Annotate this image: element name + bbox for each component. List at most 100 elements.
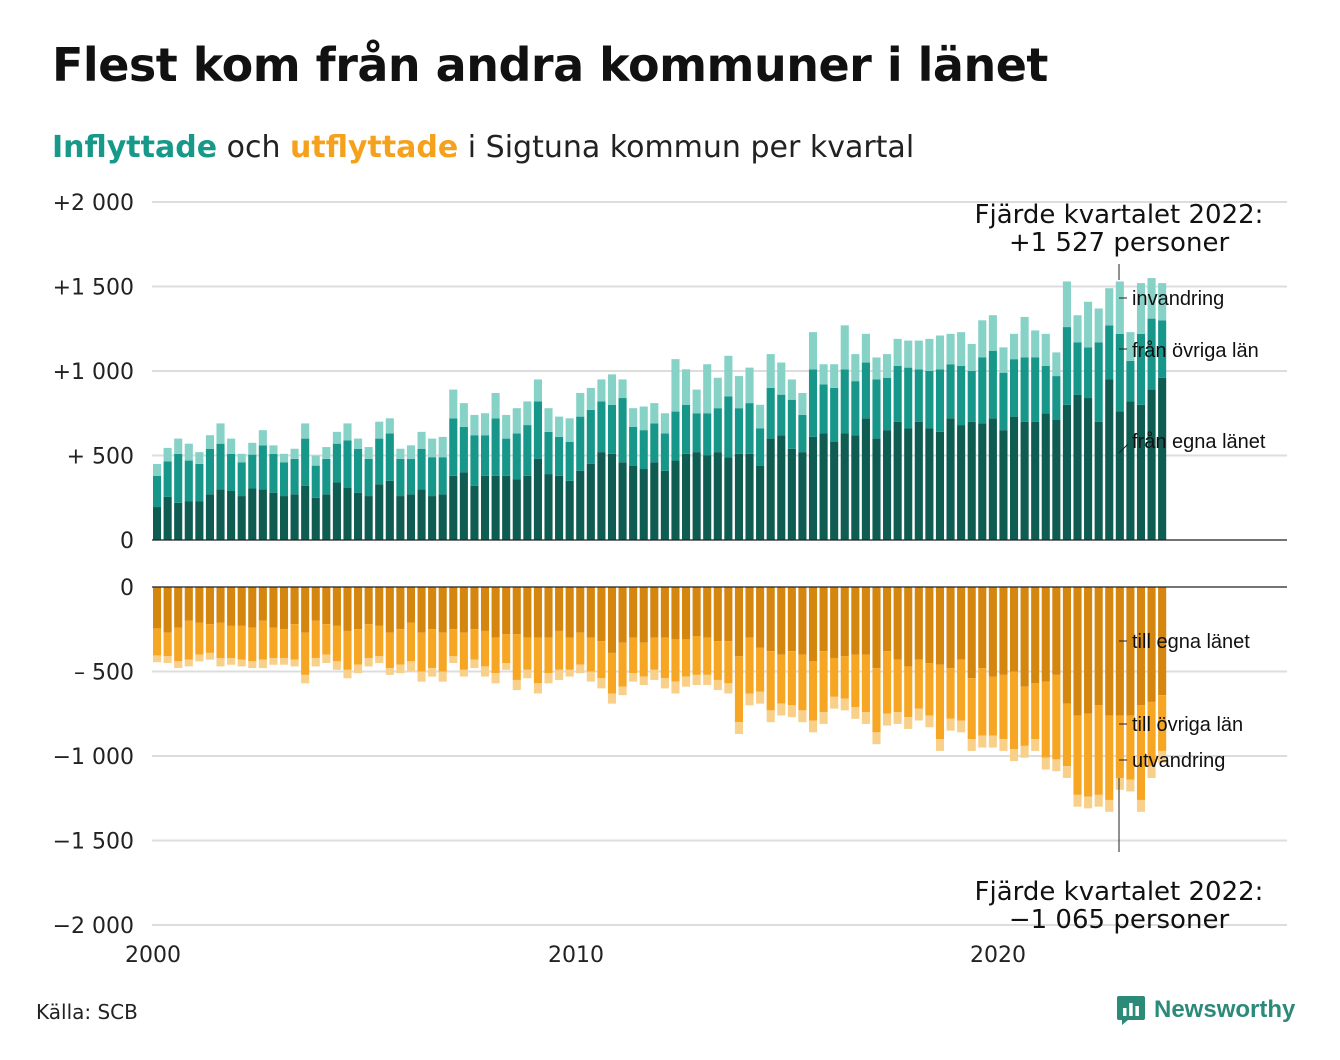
bar-out-utvandring: [1062, 766, 1071, 778]
bar-out-egna-lanet: [301, 587, 310, 633]
bar-out-utvandring: [756, 691, 765, 704]
bar-in-invandring: [533, 379, 542, 402]
bar-in-invandring: [470, 414, 479, 436]
bar-in-invandring: [480, 413, 490, 436]
bar-out-utvandring: [533, 683, 542, 694]
bar-out-egna-lanet: [544, 587, 553, 638]
bar-out-ovriga-lan: [227, 625, 236, 658]
bar-in-egna-lanet: [417, 489, 426, 540]
bar-in-ovriga-lan: [279, 462, 289, 497]
bar-out-utvandring: [184, 659, 193, 667]
bar-out-ovriga-lan: [586, 637, 595, 672]
bar-in-invandring: [597, 379, 606, 402]
bar-out-utvandring: [449, 656, 458, 664]
bar-in-invandring: [904, 340, 913, 368]
bar-in-egna-lanet: [692, 452, 701, 540]
bar-in-egna-lanet: [1073, 394, 1082, 540]
series-label-tick: [1118, 443, 1129, 454]
bar-in-egna-lanet: [660, 470, 669, 540]
bar-in-egna-lanet: [734, 453, 743, 540]
bar-in-ovriga-lan: [565, 441, 574, 481]
bar-out-egna-lanet: [724, 587, 733, 642]
bar-out-utvandring: [332, 661, 341, 670]
bar-in-ovriga-lan: [1126, 360, 1135, 402]
bar-out-ovriga-lan: [470, 629, 479, 660]
bar-out-ovriga-lan: [290, 624, 299, 660]
bar-out-egna-lanet: [364, 587, 373, 625]
bar-out-utvandring: [777, 703, 786, 716]
bar-in-invandring: [269, 445, 278, 454]
bar-out-egna-lanet: [523, 587, 532, 638]
bar-out-egna-lanet: [1041, 587, 1050, 682]
bar-in-ovriga-lan: [639, 430, 648, 470]
bar-in-egna-lanet: [999, 430, 1008, 540]
bar-in-ovriga-lan: [153, 475, 162, 508]
bar-in-invandring: [787, 379, 796, 400]
bar-out-ovriga-lan: [195, 622, 204, 655]
y-tick-label-bottom: −1 000: [53, 745, 134, 770]
bar-in-invandring: [184, 443, 193, 461]
bar-out-utvandring: [914, 708, 923, 721]
bar-out-ovriga-lan: [607, 652, 617, 694]
bar-in-ovriga-lan: [301, 438, 310, 486]
bar-out-utvandring: [428, 668, 437, 677]
bar-in-egna-lanet: [396, 496, 405, 540]
bar-out-egna-lanet: [1094, 587, 1103, 706]
bar-out-egna-lanet: [893, 587, 902, 660]
bar-in-invandring: [883, 354, 892, 378]
bar-out-utvandring: [1158, 750, 1167, 763]
bar-out-utvandring: [787, 705, 796, 718]
bar-out-utvandring: [459, 669, 468, 677]
bar-out-ovriga-lan: [216, 622, 225, 658]
bar-out-utvandring: [1073, 794, 1082, 807]
bar-in-invandring: [428, 438, 437, 458]
bar-out-egna-lanet: [491, 587, 500, 638]
bar-in-invandring: [205, 435, 214, 449]
bar-out-egna-lanet: [174, 587, 183, 628]
bar-in-egna-lanet: [470, 485, 479, 540]
bar-in-invandring: [290, 448, 299, 459]
bar-in-ovriga-lan: [184, 460, 193, 502]
bar-in-invandring: [819, 364, 828, 385]
bar-in-egna-lanet: [1105, 379, 1114, 540]
bar-in-ovriga-lan: [1084, 347, 1093, 399]
bar-in-ovriga-lan: [840, 369, 849, 434]
bar-out-ovriga-lan: [163, 632, 172, 657]
bar-in-ovriga-lan: [978, 357, 987, 424]
bar-out-ovriga-lan: [957, 659, 966, 721]
bar-in-egna-lanet: [565, 480, 574, 540]
bar-out-utvandring: [988, 735, 997, 748]
bar-in-invandring: [703, 364, 712, 414]
bar-out-egna-lanet: [639, 587, 648, 643]
bar-out-utvandring: [861, 712, 870, 724]
bar-in-invandring: [745, 367, 754, 404]
bar-in-egna-lanet: [1084, 398, 1093, 540]
bar-out-ovriga-lan: [893, 659, 902, 713]
bar-out-utvandring: [163, 656, 172, 664]
bar-in-egna-lanet: [682, 453, 691, 540]
bar-out-egna-lanet: [872, 587, 881, 669]
bar-in-ovriga-lan: [428, 457, 437, 497]
bar-out-ovriga-lan: [153, 628, 162, 656]
y-tick-label-top: 0: [120, 529, 134, 554]
bar-out-ovriga-lan: [766, 651, 775, 711]
bar-in-invandring: [1073, 315, 1082, 343]
bar-out-egna-lanet: [978, 587, 987, 669]
bar-out-utvandring: [491, 673, 500, 684]
bar-in-ovriga-lan: [406, 458, 416, 495]
bar-in-invandring: [565, 418, 574, 442]
bar-in-invandring: [332, 431, 341, 444]
bar-in-egna-lanet: [576, 470, 585, 540]
y-tick-label-bottom: −1 500: [53, 830, 134, 855]
bar-out-egna-lanet: [766, 587, 775, 652]
bar-out-utvandring: [1084, 796, 1093, 809]
bar-in-ovriga-lan: [925, 371, 934, 429]
bar-out-egna-lanet: [459, 587, 468, 633]
bar-in-ovriga-lan: [734, 408, 743, 454]
bar-out-ovriga-lan: [1084, 713, 1093, 797]
bar-out-egna-lanet: [216, 587, 225, 623]
bar-out-utvandring: [512, 679, 521, 691]
bar-out-utvandring: [872, 732, 881, 745]
bar-in-ovriga-lan: [1031, 357, 1040, 422]
bar-out-utvandring: [660, 678, 669, 689]
